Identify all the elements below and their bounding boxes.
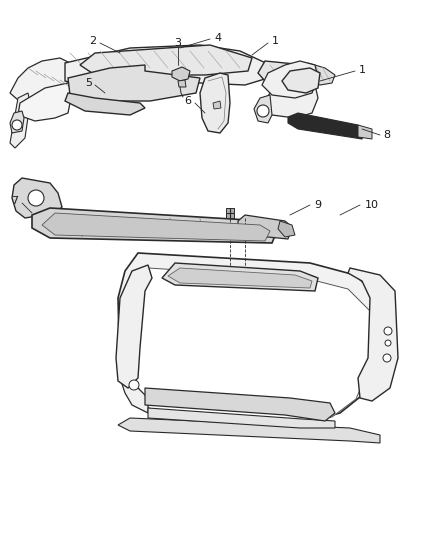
Polygon shape — [116, 265, 152, 388]
Circle shape — [129, 380, 139, 390]
Text: 1: 1 — [358, 65, 365, 75]
Polygon shape — [200, 73, 230, 133]
Polygon shape — [162, 263, 318, 291]
Text: 10: 10 — [365, 200, 379, 210]
Polygon shape — [68, 65, 200, 101]
Polygon shape — [262, 61, 318, 98]
Polygon shape — [348, 268, 398, 401]
Polygon shape — [32, 208, 278, 243]
Text: 2: 2 — [89, 36, 96, 46]
Polygon shape — [308, 63, 335, 85]
Text: 8: 8 — [383, 130, 391, 140]
Polygon shape — [10, 111, 24, 133]
Circle shape — [257, 105, 269, 117]
Polygon shape — [65, 45, 270, 88]
Polygon shape — [80, 45, 252, 75]
Text: 5: 5 — [85, 78, 92, 88]
Polygon shape — [238, 215, 292, 239]
Text: 9: 9 — [314, 200, 321, 210]
Polygon shape — [172, 67, 190, 81]
Polygon shape — [120, 371, 148, 413]
Text: 4: 4 — [215, 33, 222, 43]
Polygon shape — [65, 93, 145, 115]
Polygon shape — [10, 58, 72, 100]
Polygon shape — [118, 418, 380, 443]
Text: 6: 6 — [184, 96, 191, 106]
Polygon shape — [135, 268, 370, 425]
Polygon shape — [213, 101, 221, 109]
Polygon shape — [168, 268, 312, 288]
Text: 7: 7 — [11, 196, 18, 206]
Polygon shape — [178, 80, 186, 87]
Polygon shape — [282, 68, 320, 93]
Polygon shape — [254, 95, 272, 123]
Circle shape — [385, 340, 391, 346]
Text: 1: 1 — [272, 36, 279, 46]
Polygon shape — [278, 221, 295, 237]
Polygon shape — [12, 178, 62, 218]
Polygon shape — [18, 83, 72, 121]
Polygon shape — [358, 125, 372, 139]
Polygon shape — [118, 253, 380, 423]
Polygon shape — [148, 408, 335, 428]
Polygon shape — [10, 93, 30, 148]
Polygon shape — [262, 83, 318, 118]
Circle shape — [28, 190, 44, 206]
Circle shape — [384, 327, 392, 335]
Polygon shape — [145, 388, 335, 421]
Circle shape — [12, 120, 22, 130]
Polygon shape — [226, 208, 234, 218]
Circle shape — [383, 354, 391, 362]
Polygon shape — [258, 61, 320, 85]
Polygon shape — [288, 113, 365, 139]
Polygon shape — [42, 213, 270, 241]
Text: 3: 3 — [174, 38, 181, 48]
